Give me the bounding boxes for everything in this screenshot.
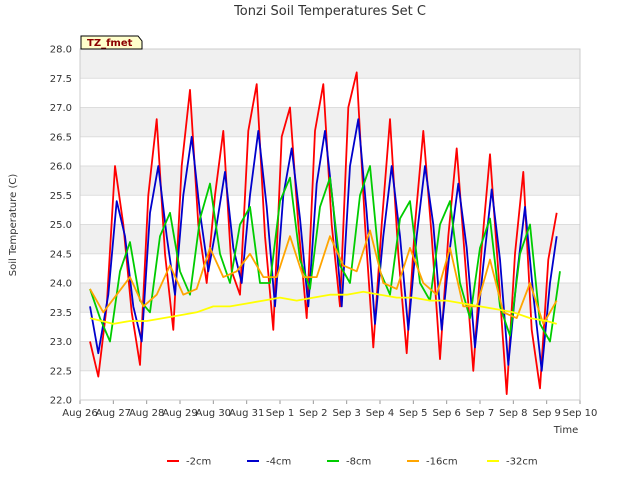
series-line-minus-8cm bbox=[89, 165, 561, 343]
x-tick-label: Aug 26 bbox=[62, 408, 97, 419]
x-tick-label: Sep 2 bbox=[299, 408, 327, 419]
x-tick-label: Sep 1 bbox=[266, 408, 294, 419]
x-tick-label: Aug 28 bbox=[129, 408, 164, 419]
legend-label: -4cm bbox=[266, 457, 291, 468]
x-tick-label: Sep 3 bbox=[332, 408, 360, 419]
x-tick-label: Sep 7 bbox=[466, 408, 494, 419]
series-line-minus-32cm bbox=[89, 290, 557, 325]
x-tick-label: Aug 30 bbox=[196, 408, 231, 419]
y-tick-label: 23.0 bbox=[50, 337, 72, 348]
y-tick-label: 23.5 bbox=[50, 308, 72, 319]
series-lines bbox=[89, 71, 561, 396]
legend-label: -16cm bbox=[426, 457, 458, 468]
plot-frame bbox=[79, 48, 581, 401]
tag-label: TZ_fmet bbox=[87, 38, 133, 49]
y-axis-label: Soil Temperature (C) bbox=[8, 174, 19, 277]
y-tick-label: 26.0 bbox=[50, 162, 72, 173]
y-tick-label: 24.0 bbox=[50, 279, 72, 290]
y-tick-label: 25.0 bbox=[50, 220, 72, 231]
x-tick-label: Aug 31 bbox=[229, 408, 264, 419]
grid-band bbox=[80, 341, 580, 371]
x-tick-label: Aug 27 bbox=[96, 408, 131, 419]
legend-item: -4cm bbox=[247, 457, 291, 468]
legend-label: -8cm bbox=[346, 457, 371, 468]
y-tick-label: 22.0 bbox=[50, 396, 72, 407]
y-tick-label: 22.5 bbox=[50, 366, 72, 377]
x-tick-label: Aug 29 bbox=[162, 408, 197, 419]
series-line-minus-2cm bbox=[89, 71, 558, 396]
y-tick-label: 24.5 bbox=[50, 249, 72, 260]
tag-box: TZ_fmet bbox=[80, 35, 143, 50]
legend-label: -2cm bbox=[186, 457, 211, 468]
legend-item: -16cm bbox=[407, 457, 458, 468]
x-tick-label: Sep 10 bbox=[563, 408, 598, 419]
y-tick-label: 27.0 bbox=[50, 103, 72, 114]
grid-band bbox=[80, 283, 580, 313]
x-tick-label: Sep 5 bbox=[399, 408, 427, 419]
legend-item: -8cm bbox=[327, 457, 371, 468]
y-tick-label: 28.0 bbox=[50, 45, 72, 56]
legend-item: -2cm bbox=[167, 457, 211, 468]
y-axis-ticks: 22.0 22.5 23.0 23.5 24.0 24.5 25.0 25.5 26.0 26.5… bbox=[50, 45, 72, 407]
x-tick-label: Sep 4 bbox=[366, 408, 394, 419]
legend-item: -32cm bbox=[487, 457, 538, 468]
series-line-minus-16cm bbox=[89, 229, 558, 325]
y-tick-label: 25.5 bbox=[50, 191, 72, 202]
plot-background bbox=[80, 48, 580, 401]
x-tick-label: Sep 8 bbox=[499, 408, 527, 419]
grid-band bbox=[80, 49, 580, 79]
y-tick-label: 27.5 bbox=[50, 74, 72, 85]
legend: -2cm -4cm -8cm -16cm -32cm bbox=[167, 457, 538, 468]
grid-band bbox=[80, 107, 580, 137]
legend-label: -32cm bbox=[506, 457, 538, 468]
x-axis-label: Time bbox=[553, 425, 578, 436]
chart-title: Tonzi Soil Temperatures Set C bbox=[233, 4, 426, 19]
x-tick-label: Sep 6 bbox=[432, 408, 460, 419]
x-tick-label: Sep 9 bbox=[532, 408, 560, 419]
y-tick-label: 26.5 bbox=[50, 132, 72, 143]
grid-band bbox=[80, 224, 580, 254]
